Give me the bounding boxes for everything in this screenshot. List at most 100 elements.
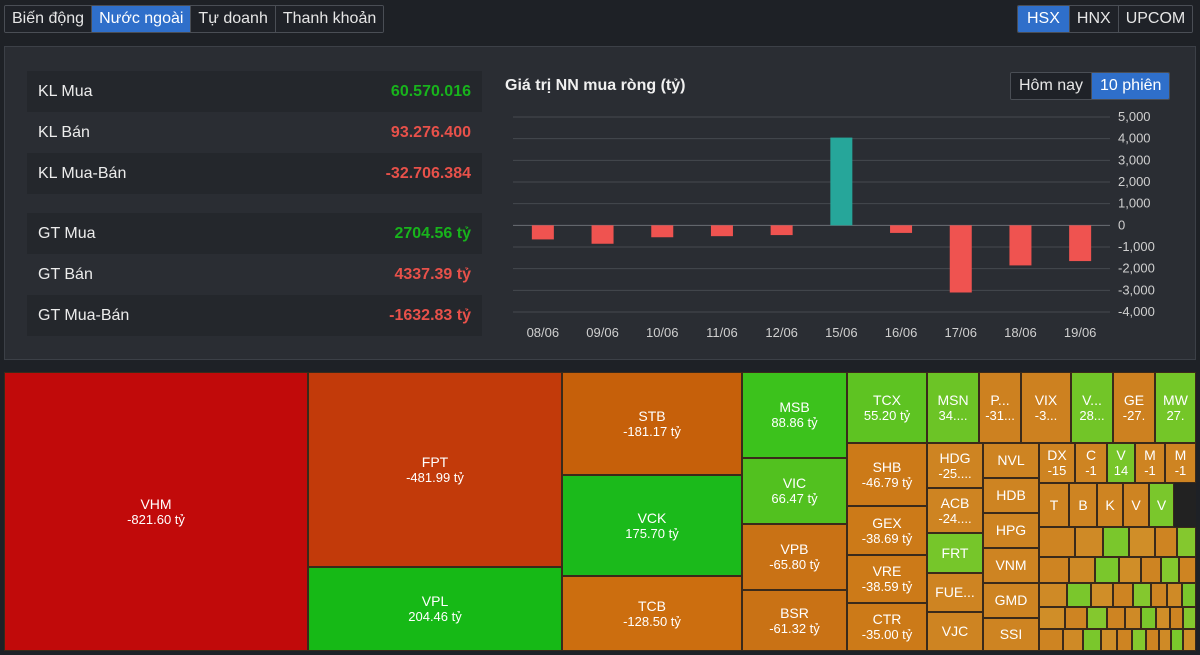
- range-tabs: Hôm nay 10 phiên: [1010, 72, 1171, 100]
- treemap-small-cell[interactable]: [1039, 583, 1067, 607]
- treemap-cell[interactable]: T: [1039, 483, 1069, 527]
- tab-hom-nay[interactable]: Hôm nay: [1011, 73, 1093, 99]
- treemap-ticker: V: [1131, 496, 1141, 513]
- treemap-cell[interactable]: C -1: [1075, 443, 1107, 483]
- tab-bien-dong[interactable]: Biến động: [5, 6, 93, 32]
- treemap-cell[interactable]: BSR -61.32 tỷ: [742, 590, 847, 651]
- treemap-cell[interactable]: DX -15: [1039, 443, 1075, 483]
- treemap-small-cell[interactable]: [1146, 629, 1159, 651]
- treemap-cell[interactable]: GE -27.: [1113, 372, 1155, 443]
- treemap-small-cell[interactable]: [1065, 607, 1087, 629]
- treemap-small-cell[interactable]: [1075, 527, 1103, 557]
- treemap-cell[interactable]: V... 28...: [1071, 372, 1113, 443]
- x-tick-label: 12/06: [765, 325, 798, 340]
- treemap-cell[interactable]: V 14: [1107, 443, 1135, 483]
- treemap-cell[interactable]: MSN 34....: [927, 372, 979, 443]
- treemap-cell[interactable]: HPG: [983, 513, 1039, 548]
- treemap-small-cell[interactable]: [1133, 583, 1151, 607]
- treemap-cell[interactable]: HDG -25....: [927, 443, 983, 488]
- treemap-cell[interactable]: P... -31...: [979, 372, 1021, 443]
- treemap-small-cell[interactable]: [1151, 583, 1167, 607]
- treemap-cell[interactable]: M -1: [1165, 443, 1196, 483]
- treemap-small-cell[interactable]: [1129, 527, 1155, 557]
- tab-tu-doanh[interactable]: Tự doanh: [191, 6, 276, 32]
- treemap-cell[interactable]: HDB: [983, 478, 1039, 513]
- x-tick-label: 17/06: [944, 325, 977, 340]
- treemap-small-cell[interactable]: [1039, 607, 1065, 629]
- treemap-small-cell[interactable]: [1083, 629, 1101, 651]
- treemap-cell[interactable]: STB -181.17 tỷ: [562, 372, 742, 475]
- treemap-cell[interactable]: FUE...: [927, 573, 983, 612]
- treemap-cell[interactable]: SHB -46.79 tỷ: [847, 443, 927, 506]
- treemap-cell[interactable]: ACB -24....: [927, 488, 983, 533]
- treemap-small-cell[interactable]: [1067, 583, 1091, 607]
- treemap-small-cell[interactable]: [1091, 583, 1113, 607]
- treemap-cell[interactable]: VHM -821.60 tỷ: [4, 372, 308, 651]
- treemap-cell[interactable]: VCK 175.70 tỷ: [562, 475, 742, 576]
- treemap-cell[interactable]: MW 27.: [1155, 372, 1196, 443]
- treemap-small-cell[interactable]: [1101, 629, 1117, 651]
- treemap-small-cell[interactable]: [1170, 607, 1183, 629]
- treemap-cell[interactable]: SSI: [983, 618, 1039, 651]
- treemap-cell[interactable]: TCX 55.20 tỷ: [847, 372, 927, 443]
- treemap-cell[interactable]: GEX -38.69 tỷ: [847, 506, 927, 555]
- treemap-small-cell[interactable]: [1113, 583, 1133, 607]
- treemap-cell[interactable]: FPT -481.99 tỷ: [308, 372, 562, 567]
- treemap-small-cell[interactable]: [1063, 629, 1083, 651]
- treemap-cell[interactable]: V: [1123, 483, 1149, 527]
- treemap-small-cell[interactable]: [1177, 527, 1196, 557]
- treemap-cell[interactable]: VIC 66.47 tỷ: [742, 458, 847, 524]
- treemap-cell[interactable]: MSB 88.86 tỷ: [742, 372, 847, 458]
- treemap-small-cell[interactable]: [1141, 557, 1161, 583]
- stat-label: KL Bán: [38, 123, 90, 141]
- treemap-cell[interactable]: VPL 204.46 tỷ: [308, 567, 562, 651]
- tab-hsx[interactable]: HSX: [1018, 6, 1070, 32]
- treemap-ticker: M: [1174, 447, 1187, 463]
- treemap-small-cell[interactable]: [1182, 583, 1196, 607]
- treemap-cell[interactable]: VJC: [927, 612, 983, 651]
- treemap-small-cell[interactable]: [1103, 527, 1129, 557]
- treemap-cell[interactable]: VNM: [983, 548, 1039, 583]
- treemap-small-cell[interactable]: [1125, 607, 1141, 629]
- treemap-small-cell[interactable]: [1167, 583, 1182, 607]
- treemap-small-cell[interactable]: [1039, 629, 1063, 651]
- treemap-small-cell[interactable]: [1095, 557, 1119, 583]
- treemap-cell[interactable]: VRE -38.59 tỷ: [847, 555, 927, 603]
- treemap-small-cell[interactable]: [1183, 607, 1196, 629]
- treemap-cell[interactable]: CTR -35.00 tỷ: [847, 603, 927, 651]
- treemap-small-cell[interactable]: [1159, 629, 1171, 651]
- treemap-small-cell[interactable]: [1141, 607, 1156, 629]
- treemap-cell[interactable]: NVL: [983, 443, 1039, 478]
- tab-upcom[interactable]: UPCOM: [1118, 6, 1193, 32]
- tab-nuoc-ngoai[interactable]: Nước ngoài: [92, 6, 192, 32]
- treemap-small-cell[interactable]: [1183, 629, 1196, 651]
- treemap-cell[interactable]: VIX -3...: [1021, 372, 1071, 443]
- treemap-small-cell[interactable]: [1171, 629, 1183, 651]
- treemap-cell[interactable]: V: [1149, 483, 1174, 527]
- treemap-small-cell[interactable]: [1156, 607, 1170, 629]
- treemap-cell[interactable]: B: [1069, 483, 1097, 527]
- treemap-cell[interactable]: K: [1097, 483, 1123, 527]
- treemap-ticker: P...: [990, 391, 1010, 408]
- treemap-cell[interactable]: FRT: [927, 533, 983, 573]
- treemap-small-cell[interactable]: [1132, 629, 1146, 651]
- treemap-small-cell[interactable]: [1069, 557, 1095, 583]
- treemap-cell[interactable]: VPB -65.80 tỷ: [742, 524, 847, 590]
- treemap-small-cell[interactable]: [1107, 607, 1125, 629]
- treemap-value: 66.47 tỷ: [771, 491, 818, 506]
- treemap-small-cell[interactable]: [1179, 557, 1196, 583]
- treemap-small-cell[interactable]: [1155, 527, 1177, 557]
- treemap-small-cell[interactable]: [1039, 527, 1075, 557]
- treemap-cell[interactable]: GMD: [983, 583, 1039, 618]
- treemap-small-cell[interactable]: [1161, 557, 1179, 583]
- treemap-cell[interactable]: TCB -128.50 tỷ: [562, 576, 742, 651]
- bar: [591, 225, 614, 244]
- treemap-small-cell[interactable]: [1119, 557, 1141, 583]
- treemap-cell[interactable]: M -1: [1135, 443, 1165, 483]
- tab-thanh-khoan[interactable]: Thanh khoản: [275, 6, 384, 32]
- tab-hnx[interactable]: HNX: [1069, 6, 1119, 32]
- tab-10-phien[interactable]: 10 phiên: [1092, 73, 1170, 99]
- treemap-small-cell[interactable]: [1117, 629, 1132, 651]
- treemap-small-cell[interactable]: [1039, 557, 1069, 583]
- treemap-small-cell[interactable]: [1087, 607, 1107, 629]
